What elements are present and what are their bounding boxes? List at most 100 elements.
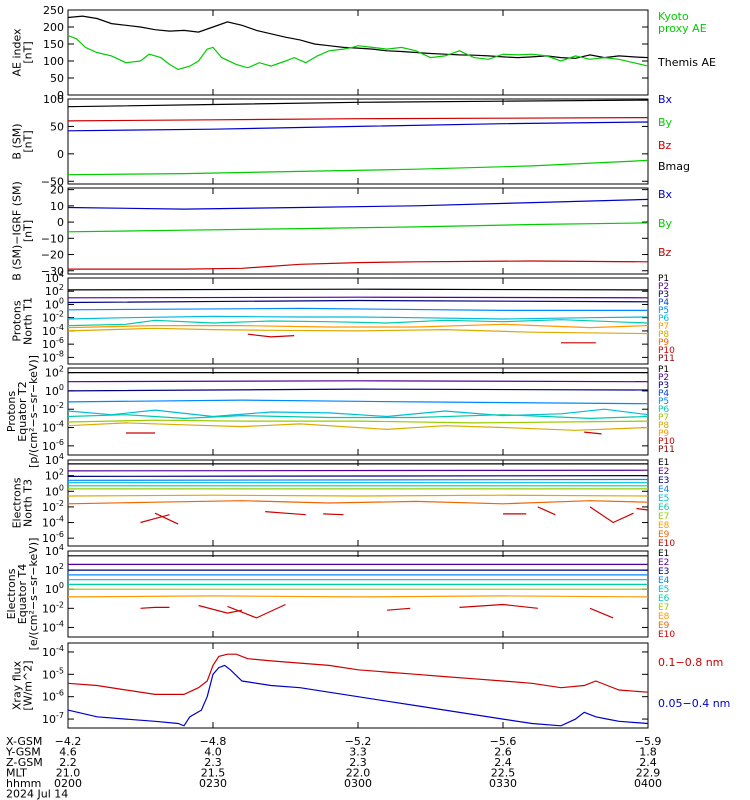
series-line-pe-6 [67,419,649,424]
y-tick-label-ae-1: 50 [50,72,64,85]
time-row-value-2-4: 2.4 [639,756,657,769]
time-row-value-2-1: 2.3 [204,756,222,769]
series-line-en-11 [265,511,306,516]
time-row-value-3-4: 22.9 [636,767,661,780]
y-axis-label-pe-2: [p/(cm²−s−sr−keV)] [27,355,40,468]
y-tick-label-en-3: 10-2 [42,499,64,514]
y-axis-label-pn-0: Protons [11,300,24,341]
legend-label-bigrf-1: By [658,217,673,230]
series-line-pn-2 [67,299,649,304]
y-tick-label-pn-6: 10-8 [42,349,64,364]
legend-label-ae-2: Themis AE [657,56,716,69]
legend-label-pe-0: P1 [658,365,669,375]
legend-label-pe-7: P8 [658,421,669,431]
series-line-pn-7 [67,327,649,335]
y-axis-label-ae-0: AE index [11,28,24,77]
legend-label-pn-9: P10 [658,346,675,356]
y-tick-label-en-5: 10-6 [42,530,64,545]
time-row-value-1-0: 4.6 [59,746,77,759]
legend-label-xray-0: 0.1−0.8 nm [658,656,723,669]
legend-label-pe-3: P4 [658,389,669,399]
legend-label-ee-7: E8 [658,612,670,622]
legend-label-ee-8: E9 [658,621,670,631]
time-row-value-3-3: 22.5 [491,767,516,780]
y-tick-label-ae-0: 0 [57,89,64,102]
series-line-ee-7 [67,595,649,598]
y-axis-label-ee-1: Equator T4 [16,564,29,624]
legend-label-pe-1: P2 [658,373,669,383]
time-row-value-0-1: −4.8 [200,735,227,748]
y-tick-label-bigrf-0: −30 [41,265,64,278]
y-tick-label-pe-3: 10-4 [42,420,64,435]
time-row-name-z-gsm: Z-GSM [6,756,43,769]
series-line-xray-0 [67,653,649,696]
legend-label-pe-2: P3 [658,381,669,391]
series-line-ae-1 [67,34,649,71]
y-tick-label-ae-4: 200 [43,21,64,34]
legend-label-bsm-3: Bmag [658,160,690,173]
time-row-value-1-1: 4.0 [204,746,222,759]
y-tick-label-xray-0: 10-4 [42,644,64,659]
y-tick-label-ae-3: 150 [43,38,64,51]
time-row-value-2-3: 2.4 [494,756,512,769]
y-axis-label-en-0: Electrons [11,477,24,528]
series-line-en-10 [154,512,179,525]
series-line-pn-1 [67,296,649,299]
y-tick-label-ee-3: 10-2 [42,600,64,615]
time-row-value-4-3: 0330 [489,777,517,790]
legend-label-pn-0: P1 [658,274,669,284]
y-axis-label-ee-0: Electrons [5,568,18,619]
series-line-pn-8 [247,333,295,338]
series-line-en-8 [67,500,649,505]
time-row-name-mlt: MLT [6,767,27,780]
series-line-ae-0 [67,15,649,59]
series-line-bsm-1 [67,117,649,122]
y-tick-label-en-1: 102 [45,468,64,483]
series-line-pe-1 [67,380,649,383]
y-axis-label-bigrf-1: [nT] [22,220,35,242]
legend-label-pn-7: P8 [658,330,669,340]
series-line-ee-8 [140,606,170,609]
y-tick-label-pe-2: 10-2 [42,401,64,416]
legend-label-ee-5: E6 [658,594,670,604]
time-row-value-0-4: −5.9 [635,735,662,748]
legend-label-ee-6: E7 [658,603,669,613]
y-tick-label-bsm-0: −50 [41,175,64,188]
time-row-value-1-4: 1.8 [639,746,657,759]
series-line-ee-12 [459,603,538,609]
series-line-en-3 [67,478,649,481]
y-axis-label-en-1: North T3 [22,479,35,527]
y-tick-label-xray-1: 10-5 [42,666,64,681]
y-axis-label-pn-1: North T1 [22,297,35,345]
y-tick-label-ee-1: 102 [45,562,64,577]
series-line-bigrf-1 [67,222,649,233]
time-row-value-4-4: 0400 [634,777,662,790]
series-line-bsm-3 [67,159,649,176]
series-line-bigrf-0 [67,198,649,210]
series-line-pe-7 [67,422,649,431]
series-line-en-7 [67,494,649,497]
y-tick-label-pn-4: 10-4 [42,323,64,338]
time-row-value-0-2: −5.2 [345,735,372,748]
legend-label-xray-1: 0.05−0.4 nm [658,697,730,710]
legend-label-en-1: E2 [658,467,669,477]
legend-label-pe-4: P5 [658,397,669,407]
series-line-pe-3 [67,399,649,405]
legend-label-en-0: E1 [658,458,669,468]
series-line-xray-1 [67,664,649,727]
time-row-value-0-3: −5.6 [490,735,517,748]
y-axis-label-pe-1: Equator T2 [16,381,29,441]
legend-label-en-3: E4 [658,485,670,495]
legend-label-pe-8: P9 [658,429,669,439]
y-tick-label-pe-0: 102 [45,365,64,380]
y-tick-label-xray-2: 10-6 [42,689,64,704]
legend-label-bsm-0: Bx [658,93,673,106]
legend-label-en-2: E3 [658,476,669,486]
legend-label-en-7: E8 [658,521,670,531]
time-row-value-2-0: 2.2 [59,756,77,769]
series-line-bigrf-2 [68,260,649,270]
y-tick-label-bigrf-2: −10 [41,232,64,245]
y-axis-label-xray-1: [W/m^2] [22,660,35,710]
time-row-value-4-2: 0300 [344,777,372,790]
y-tick-label-pe-4: 10-6 [42,438,64,453]
